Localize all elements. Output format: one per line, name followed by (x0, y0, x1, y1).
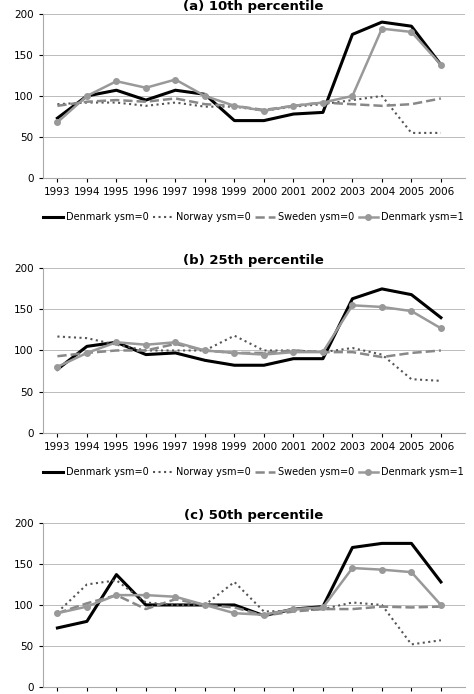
Title: (c) 50th percentile: (c) 50th percentile (184, 509, 323, 522)
Legend: Denmark ysm=0, Norway ysm=0, Sweden ysm=0, Denmark ysm=1: Denmark ysm=0, Norway ysm=0, Sweden ysm=… (43, 212, 464, 223)
Legend: Denmark ysm=0, Norway ysm=0, Sweden ysm=0, Denmark ysm=1: Denmark ysm=0, Norway ysm=0, Sweden ysm=… (43, 467, 464, 477)
Title: (b) 25th percentile: (b) 25th percentile (183, 254, 324, 267)
Title: (a) 10th percentile: (a) 10th percentile (183, 0, 324, 12)
